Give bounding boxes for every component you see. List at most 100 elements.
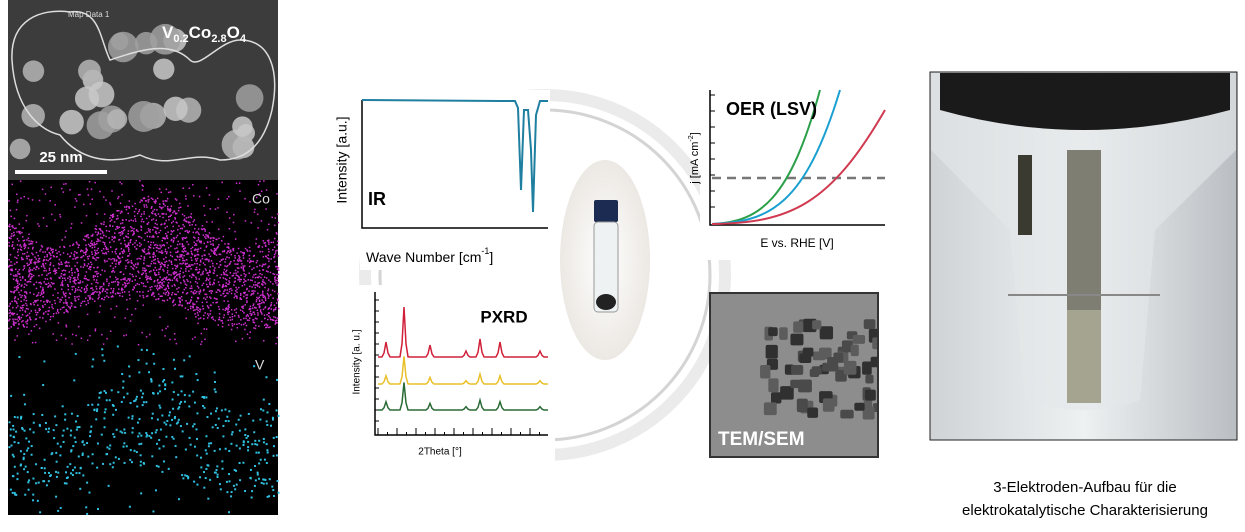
co-dot	[77, 270, 79, 272]
co-dot	[166, 235, 168, 237]
nanoparticle	[820, 326, 833, 339]
v-dot	[162, 368, 164, 370]
co-dot	[259, 273, 261, 275]
v-dot	[254, 443, 256, 445]
particle	[78, 60, 101, 83]
co-dot	[151, 236, 153, 238]
co-dot	[97, 276, 99, 278]
co-dot	[90, 266, 92, 268]
co-dot	[112, 270, 114, 272]
co-dot	[167, 265, 169, 267]
co-dot	[194, 245, 196, 247]
co-dot	[197, 297, 199, 299]
co-dot	[147, 276, 149, 278]
v-dot	[121, 373, 123, 375]
co-dot	[140, 225, 142, 227]
v-dot	[16, 478, 18, 480]
v-map	[8, 345, 278, 515]
co-dot	[259, 300, 261, 302]
v-dot	[208, 443, 210, 445]
v-dot	[55, 424, 57, 426]
co-dot	[24, 286, 26, 288]
v-dot	[178, 498, 180, 500]
v-dot	[126, 393, 128, 395]
co-dot	[136, 248, 138, 250]
co-dot	[26, 239, 28, 241]
co-dot	[185, 230, 187, 232]
co-dot	[240, 298, 242, 300]
co-dot	[108, 251, 110, 253]
co-dot	[184, 275, 186, 277]
co-dot	[155, 213, 157, 215]
co-dot	[137, 244, 139, 246]
co-dot	[46, 256, 48, 258]
co-dot	[219, 284, 221, 286]
co-dot	[134, 203, 136, 205]
map-tag: Co	[252, 191, 270, 207]
co-dot	[235, 277, 237, 279]
co-dot	[261, 220, 263, 222]
co-dot	[155, 202, 157, 204]
co-dot	[174, 284, 176, 286]
co-dot	[128, 250, 130, 252]
co-dot	[123, 335, 125, 337]
co-dot	[238, 258, 240, 260]
v-dot	[158, 466, 160, 468]
v-dot	[28, 479, 30, 481]
co-dot	[245, 294, 247, 296]
co-dot	[137, 213, 139, 215]
co-dot	[20, 197, 22, 199]
co-dot	[271, 319, 273, 321]
co-dot	[17, 255, 19, 257]
v-dot	[203, 487, 205, 489]
co-dot	[147, 223, 149, 225]
co-dot	[10, 210, 12, 212]
co-dot	[103, 248, 105, 250]
co-dot	[133, 228, 135, 230]
co-dot	[86, 251, 88, 253]
co-dot	[36, 324, 38, 326]
co-dot	[162, 207, 164, 209]
co-dot	[163, 292, 165, 294]
v-dot	[62, 435, 64, 437]
v-dot	[193, 423, 195, 425]
nanoparticle	[791, 365, 803, 375]
co-dot	[187, 205, 189, 207]
co-dot	[47, 249, 49, 251]
co-dot	[33, 294, 35, 296]
co-dot	[135, 276, 137, 278]
co-dot	[110, 215, 112, 217]
v-dot	[271, 486, 273, 488]
co-dot	[215, 238, 217, 240]
v-dot	[123, 396, 125, 398]
co-dot	[262, 292, 264, 294]
co-dot	[50, 316, 52, 318]
v-dot	[219, 448, 221, 450]
co-dot	[47, 286, 49, 288]
v-dot	[268, 495, 270, 497]
co-dot	[222, 182, 224, 184]
v-dot	[256, 444, 258, 446]
co-dot	[247, 294, 249, 296]
co-dot	[203, 234, 205, 236]
co-dot	[250, 310, 252, 312]
co-dot	[196, 244, 198, 246]
co-dot	[165, 251, 167, 253]
co-dot	[161, 245, 163, 247]
co-dot	[46, 225, 48, 227]
v-dot	[55, 452, 57, 454]
co-dot	[255, 274, 257, 276]
co-dot	[204, 243, 206, 245]
co-dot	[96, 257, 98, 259]
co-dot	[189, 188, 191, 190]
co-dot	[81, 287, 83, 289]
v-dot	[276, 379, 278, 381]
co-dot	[265, 306, 267, 308]
co-dot	[266, 326, 268, 328]
co-dot	[199, 311, 201, 313]
v-dot	[184, 474, 186, 476]
co-dot	[267, 271, 269, 273]
v-dot	[42, 384, 44, 386]
co-dot	[241, 260, 243, 262]
co-dot	[159, 268, 161, 270]
